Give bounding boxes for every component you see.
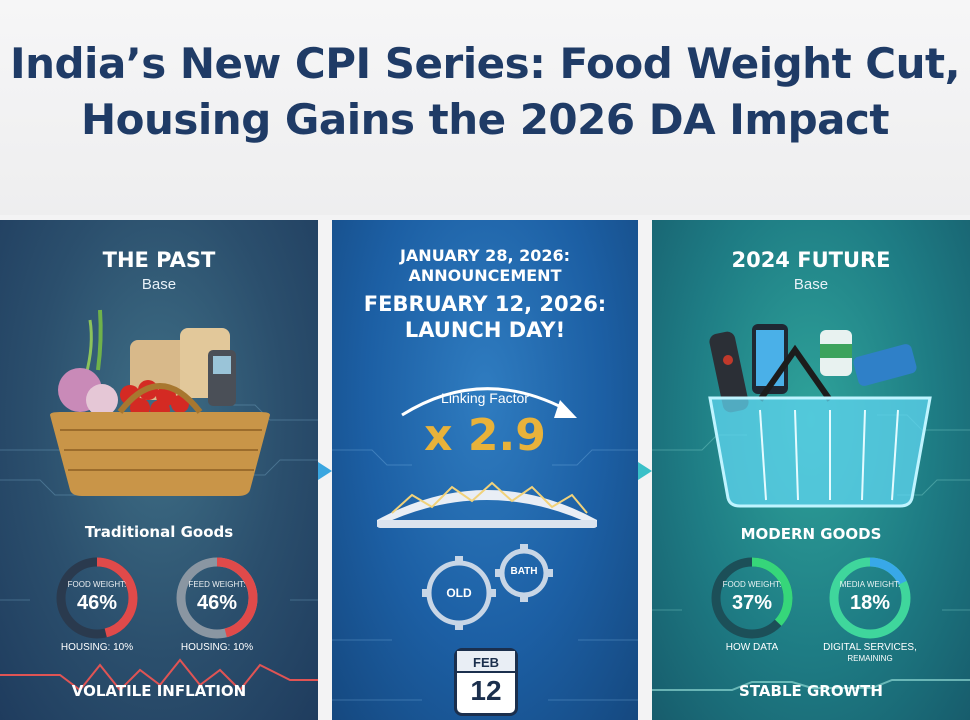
wicker-basket-icon bbox=[50, 309, 270, 496]
future-subtitle: Base bbox=[793, 276, 829, 293]
volatile-line bbox=[0, 658, 318, 692]
past-ring1-text: FOOD WEIGHT: 46% bbox=[55, 556, 139, 640]
future-ring2-value: 18% bbox=[849, 592, 891, 614]
page-title: India’s New CPI Series: Food Weight Cut,… bbox=[0, 36, 970, 148]
launch-panel: JANUARY 28, 2026: ANNOUNCEMENT FEBRUARY … bbox=[332, 220, 638, 720]
past-ring1-label: FOOD WEIGHT: bbox=[67, 580, 127, 589]
announcement-label: ANNOUNCEMENT bbox=[408, 266, 562, 285]
past-housing-2: HOUSING: 10% bbox=[180, 642, 254, 653]
past-housing-1: HOUSING: 10% bbox=[60, 642, 134, 653]
future-ring2-label: MEDIA WEIGHT: bbox=[839, 580, 901, 589]
title-line-1: India’s New CPI Series: Food Weight Cut, bbox=[9, 39, 961, 88]
future-ring1-label: FOOD WEIGHT: bbox=[722, 580, 782, 589]
arrow-right-icon bbox=[638, 462, 652, 480]
future-ring2-text: MEDIA WEIGHT: 18% bbox=[828, 556, 912, 640]
announcement-date: JANUARY 28, 2026: bbox=[399, 246, 571, 265]
future-ring1-value: 37% bbox=[731, 592, 773, 614]
past-feed-weight-ring bbox=[176, 557, 258, 639]
title-line-2: Housing Gains the 2026 DA Impact bbox=[81, 95, 889, 144]
shopping-basket-icon bbox=[708, 324, 932, 508]
past-caption: Traditional Goods bbox=[84, 523, 234, 541]
launch-date: FEBRUARY 12, 2026: bbox=[363, 292, 607, 316]
arrow-right-icon bbox=[318, 462, 332, 480]
future-food-weight-ring bbox=[711, 557, 793, 639]
header: India’s New CPI Series: Food Weight Cut,… bbox=[0, 0, 970, 215]
past-bottom-label: VOLATILE INFLATION bbox=[71, 682, 247, 700]
future-label-2: DIGITAL SERVICES, bbox=[823, 642, 917, 653]
gears-icon bbox=[422, 544, 553, 630]
past-title: THE PAST bbox=[102, 248, 216, 272]
linking-factor-value: x 2.9 bbox=[424, 410, 546, 461]
future-bottom-label: STABLE GROWTH bbox=[739, 682, 883, 700]
future-title: 2024 FUTURE bbox=[731, 248, 891, 272]
linking-factor-label: Linking Factor bbox=[441, 390, 529, 406]
past-ring2-text: FEED WEIGHT: 46% bbox=[175, 556, 259, 640]
future-panel: 2024 FUTURE Base MODERN GOODS FOOD WEIGH… bbox=[652, 220, 970, 720]
past-ring1-value: 46% bbox=[76, 592, 118, 614]
calendar-icon: FEB 12 bbox=[454, 648, 518, 716]
past-subtitle: Base bbox=[141, 276, 177, 293]
stable-line bbox=[652, 679, 970, 691]
bridge-icon bbox=[377, 481, 597, 528]
future-label-2b: REMAINING bbox=[847, 654, 893, 663]
past-panel: THE PAST Base Traditional Goods FOOD WEI… bbox=[0, 220, 318, 720]
future-ring1-text: FOOD WEIGHT: 37% bbox=[710, 556, 794, 640]
past-ring2-value: 46% bbox=[196, 592, 238, 614]
gear-old-label: OLD bbox=[446, 586, 472, 600]
calendar-month: FEB bbox=[473, 655, 499, 670]
calendar-day: 12 bbox=[470, 675, 502, 706]
launch-label: LAUNCH DAY! bbox=[404, 318, 566, 342]
circuit-lines-decoration bbox=[332, 449, 638, 701]
future-label-1: HOW DATA bbox=[725, 642, 779, 653]
curved-arrow-icon bbox=[401, 387, 577, 418]
gear-new-label: BATH bbox=[510, 566, 538, 577]
future-caption: MODERN GOODS bbox=[740, 525, 882, 543]
past-food-weight-ring bbox=[56, 557, 138, 639]
future-media-weight-ring bbox=[829, 557, 911, 639]
past-ring2-label: FEED WEIGHT: bbox=[188, 580, 246, 589]
